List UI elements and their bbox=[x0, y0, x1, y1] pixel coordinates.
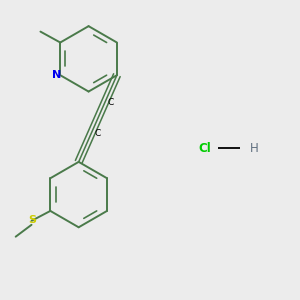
Text: N: N bbox=[52, 70, 62, 80]
Text: H: H bbox=[250, 142, 258, 154]
Text: C: C bbox=[94, 129, 101, 138]
Text: Cl: Cl bbox=[198, 142, 211, 154]
Text: S: S bbox=[28, 215, 36, 225]
Text: C: C bbox=[108, 98, 114, 107]
